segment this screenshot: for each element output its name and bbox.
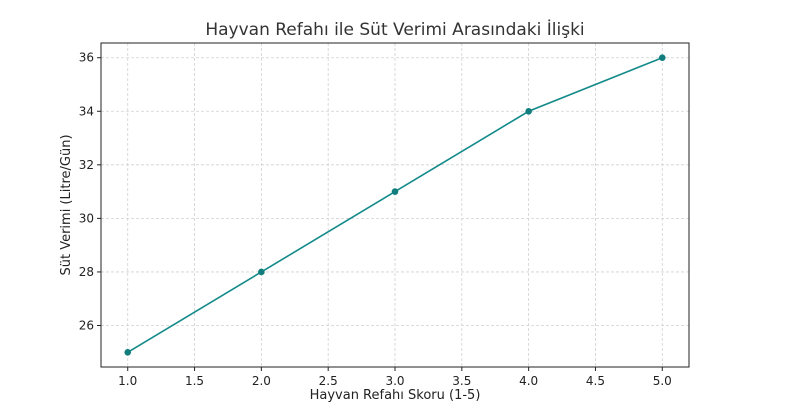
series-layer xyxy=(124,54,666,356)
data-point xyxy=(391,188,399,195)
y-tick-label: 30 xyxy=(79,211,94,225)
y-tick-label: 32 xyxy=(79,158,94,172)
x-tick-label: 1.0 xyxy=(118,374,137,388)
data-point xyxy=(258,268,265,276)
x-tick-label: 3.5 xyxy=(452,374,471,388)
x-tick-label: 4.0 xyxy=(519,374,538,388)
y-tick-label: 28 xyxy=(79,265,94,279)
grid xyxy=(101,43,689,367)
x-tick-label: 2.0 xyxy=(252,374,271,388)
x-tick-label: 1.5 xyxy=(185,374,204,388)
chart-title: Hayvan Refahı ile Süt Verimi Arasındaki … xyxy=(205,19,584,40)
x-tick-label: 4.5 xyxy=(586,374,605,388)
y-tick-label: 26 xyxy=(79,318,94,332)
data-point xyxy=(124,348,132,356)
x-tick-label: 3.0 xyxy=(385,374,404,388)
x-tick-label: 5.0 xyxy=(653,374,672,388)
data-point xyxy=(658,54,666,62)
x-tick-label: 2.5 xyxy=(319,374,338,388)
y-axis: 26 28 30 32 34 36 xyxy=(79,51,101,332)
y-axis-label: Süt Verimi (Litre/Gün) xyxy=(59,134,74,275)
y-tick-label: 34 xyxy=(79,104,94,118)
y-tick-label: 36 xyxy=(79,51,94,65)
x-axis: 1.0 1.5 2.0 2.5 3.0 3.5 4.0 4.5 5.0 xyxy=(118,367,672,388)
data-point xyxy=(525,107,532,115)
x-axis-label: Hayvan Refahı Skoru (1-5) xyxy=(310,388,481,403)
